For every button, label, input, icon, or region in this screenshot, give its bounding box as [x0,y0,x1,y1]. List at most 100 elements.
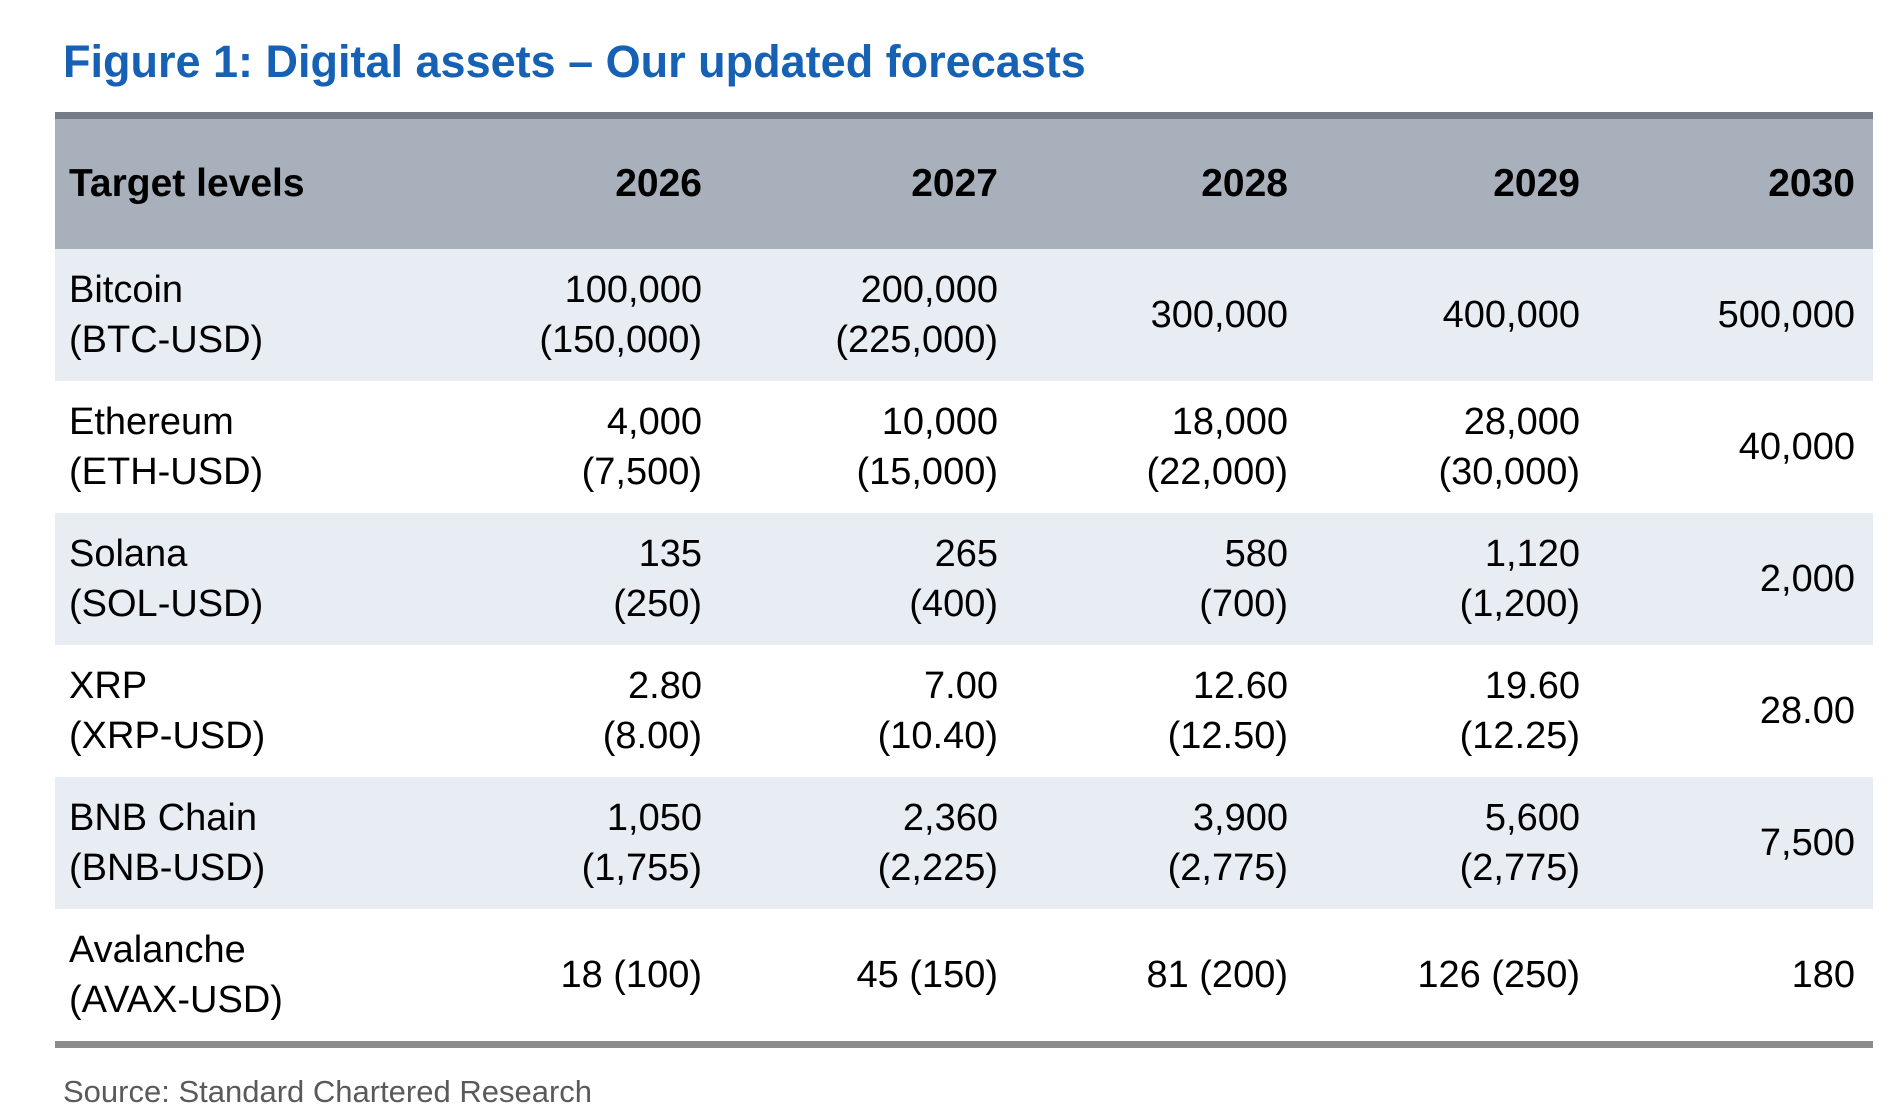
forecast-cell: 3,900 (2,775) [1016,777,1306,909]
forecast-cell: 1,050 (1,755) [425,777,720,909]
forecast-cell: 2,000 [1598,513,1873,645]
asset-cell: Avalanche (AVAX-USD) [55,909,425,1045]
forecast-cell: 100,000 (150,000) [425,249,720,381]
table-row: Ethereum (ETH-USD) 4,000 (7,500) 10,000 (15,0… [55,381,1873,513]
secondary-value: (15,000) [856,451,998,493]
secondary-value: (225,000) [835,319,998,361]
target-value: 1,050 [606,797,702,839]
forecast-cell: 180 [1598,909,1873,1045]
asset-ticker: (XRP-USD) [69,715,266,757]
secondary-value: (250) [613,583,702,625]
target-value: 7.00 [924,665,998,707]
target-value: 300,000 [1150,294,1288,336]
column-header-year: 2030 [1598,115,1873,249]
table-row: Solana (SOL-USD) 135 (250) 265 (400) 580 (700) 1… [55,513,1873,645]
forecast-cell: 18 (100) [425,909,720,1045]
forecast-cell: 200,000 (225,000) [720,249,1016,381]
forecast-cell: 2,360 (2,225) [720,777,1016,909]
forecast-cell: 7.00 (10.40) [720,645,1016,777]
forecast-cell: 2.80 (8.00) [425,645,720,777]
forecast-cell: 126 (250) [1306,909,1598,1045]
secondary-value: (2,775) [1459,847,1580,889]
target-value: 100,000 [564,269,702,311]
target-value: 126 (250) [1417,954,1580,996]
forecast-cell: 4,000 (7,500) [425,381,720,513]
table-body: Bitcoin (BTC-USD) 100,000 (150,000) 200,000 (… [55,249,1873,1045]
asset-ticker: (BNB-USD) [69,847,266,889]
target-value: 1,120 [1484,533,1580,575]
forecast-cell: 40,000 [1598,381,1873,513]
asset-cell: Solana (SOL-USD) [55,513,425,645]
forecast-cell: 265 (400) [720,513,1016,645]
secondary-value: (400) [909,583,998,625]
asset-ticker: (SOL-USD) [69,583,264,625]
forecast-table: Target levels 2026 2027 2028 2029 2030 Bitcoi… [55,112,1873,1048]
forecast-cell: 28.00 [1598,645,1873,777]
target-value: 2.80 [628,665,702,707]
forecast-cell: 400,000 [1306,249,1598,381]
table-row: BNB Chain (BNB-USD) 1,050 (1,755) 2,360 (2,22… [55,777,1873,909]
secondary-value: (2,775) [1167,847,1288,889]
secondary-value: (1,200) [1459,583,1580,625]
target-value: 5,600 [1484,797,1580,839]
table-row: XRP (XRP-USD) 2.80 (8.00) 7.00 (10.40) 12.60 (1… [55,645,1873,777]
target-value: 2,000 [1759,558,1855,600]
forecast-cell: 500,000 [1598,249,1873,381]
target-value: 400,000 [1442,294,1580,336]
target-value: 265 [934,533,998,575]
secondary-value: (2,225) [877,847,998,889]
forecast-cell: 18,000 (22,000) [1016,381,1306,513]
forecast-cell: 45 (150) [720,909,1016,1045]
asset-cell: Ethereum (ETH-USD) [55,381,425,513]
column-header-target-levels: Target levels [55,115,425,249]
forecast-cell: 7,500 [1598,777,1873,909]
secondary-value: (12.50) [1167,715,1288,757]
asset-name: XRP [69,665,148,707]
figure-title: Figure 1: Digital assets – Our updated f… [63,36,1086,87]
secondary-value: (10.40) [877,715,998,757]
asset-ticker: (AVAX-USD) [69,979,283,1021]
target-value: 2,360 [902,797,998,839]
asset-ticker: (BTC-USD) [69,319,264,361]
asset-cell: BNB Chain (BNB-USD) [55,777,425,909]
asset-name: Bitcoin [69,269,184,311]
forecast-cell: 300,000 [1016,249,1306,381]
table-row: Avalanche (AVAX-USD) 18 (100) 45 (150) 81 (2… [55,909,1873,1045]
target-value: 28,000 [1463,401,1580,443]
source-note: Source: Standard Chartered Research [63,1074,593,1109]
target-value: 200,000 [860,269,998,311]
target-value: 18,000 [1171,401,1288,443]
column-header-year: 2028 [1016,115,1306,249]
secondary-value: (12.25) [1459,715,1580,757]
target-value: 12.60 [1192,665,1288,707]
asset-name: Ethereum [69,401,234,443]
asset-name: BNB Chain [69,797,257,839]
target-value: 180 [1791,954,1855,996]
forecast-cell: 5,600 (2,775) [1306,777,1598,909]
secondary-value: (8.00) [602,715,702,757]
target-value: 40,000 [1738,426,1855,468]
column-header-year: 2027 [720,115,1016,249]
target-value: 19.60 [1484,665,1580,707]
forecast-cell: 135 (250) [425,513,720,645]
target-value: 3,900 [1192,797,1288,839]
forecast-cell: 28,000 (30,000) [1306,381,1598,513]
column-header-year: 2029 [1306,115,1598,249]
forecast-cell: 1,120 (1,200) [1306,513,1598,645]
target-value: 4,000 [606,401,702,443]
target-value: 580 [1224,533,1288,575]
forecast-cell: 10,000 (15,000) [720,381,1016,513]
target-value: 81 (200) [1146,954,1288,996]
target-value: 135 [638,533,702,575]
secondary-value: (22,000) [1146,451,1288,493]
asset-ticker: (ETH-USD) [69,451,264,493]
forecast-cell: 12.60 (12.50) [1016,645,1306,777]
secondary-value: (1,755) [581,847,702,889]
asset-name: Avalanche [69,929,246,971]
target-value: 500,000 [1717,294,1855,336]
asset-cell: Bitcoin (BTC-USD) [55,249,425,381]
secondary-value: (150,000) [539,319,702,361]
secondary-value: (700) [1199,583,1288,625]
forecast-cell: 19.60 (12.25) [1306,645,1598,777]
